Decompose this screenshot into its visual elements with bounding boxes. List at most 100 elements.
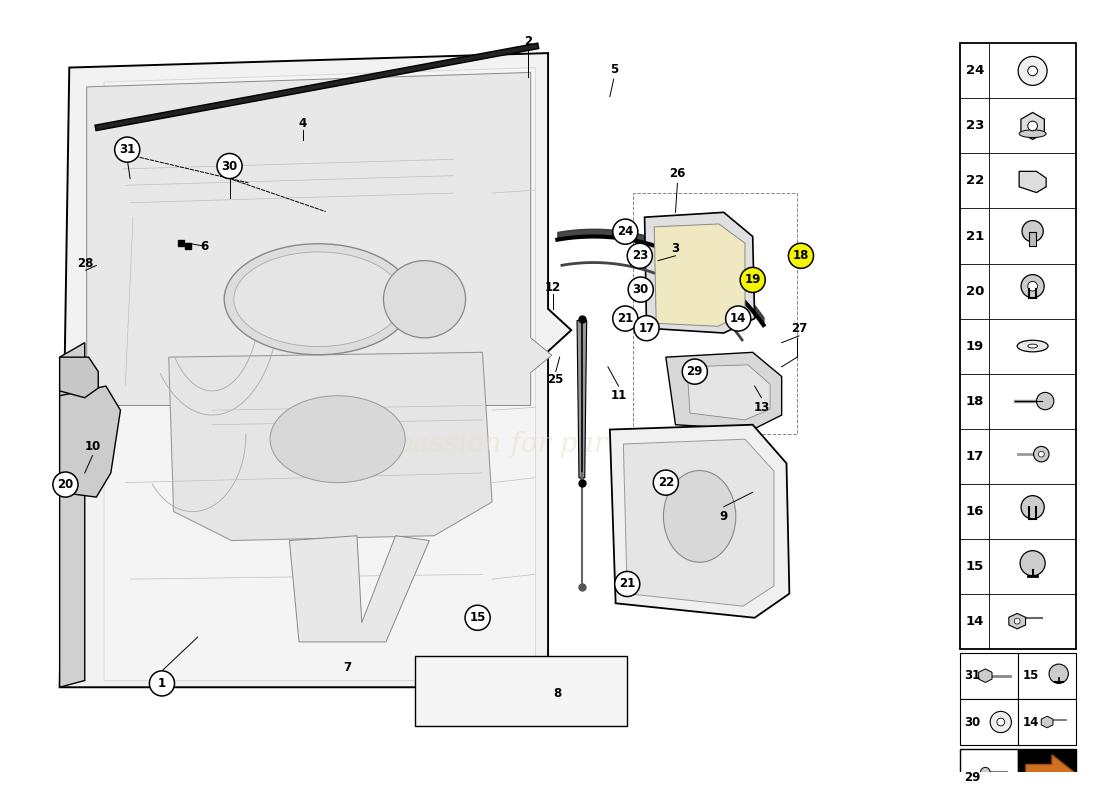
Ellipse shape	[1027, 344, 1037, 348]
Circle shape	[980, 767, 990, 777]
Polygon shape	[59, 357, 98, 398]
Circle shape	[1049, 664, 1068, 683]
Text: 4: 4	[299, 117, 307, 130]
Ellipse shape	[384, 261, 465, 338]
Circle shape	[1027, 121, 1037, 130]
Circle shape	[1014, 618, 1020, 624]
Text: 14: 14	[730, 312, 747, 325]
Circle shape	[613, 219, 638, 244]
Circle shape	[1022, 221, 1043, 242]
Polygon shape	[645, 212, 755, 333]
Circle shape	[628, 277, 653, 302]
Text: 15: 15	[470, 611, 486, 624]
Polygon shape	[654, 224, 745, 326]
Text: 22: 22	[658, 476, 674, 489]
Text: 21: 21	[966, 230, 983, 242]
Circle shape	[990, 711, 1011, 733]
Polygon shape	[624, 439, 774, 606]
Text: 21: 21	[619, 578, 636, 590]
Polygon shape	[104, 67, 536, 681]
FancyBboxPatch shape	[1028, 232, 1036, 246]
Text: 11: 11	[610, 390, 627, 402]
Ellipse shape	[234, 252, 403, 346]
Text: 17: 17	[966, 450, 983, 462]
Text: 23: 23	[966, 119, 983, 133]
Ellipse shape	[663, 470, 736, 562]
Polygon shape	[289, 536, 429, 642]
Circle shape	[1038, 451, 1044, 457]
Text: 18: 18	[793, 250, 810, 262]
Polygon shape	[59, 386, 121, 497]
Text: 30: 30	[632, 283, 649, 296]
Text: 17: 17	[638, 322, 654, 334]
Text: 10: 10	[85, 441, 100, 454]
Text: 12: 12	[544, 281, 561, 294]
Text: 25: 25	[548, 373, 564, 386]
Circle shape	[53, 472, 78, 497]
Text: 24: 24	[966, 65, 983, 78]
Text: 24: 24	[617, 225, 634, 238]
Polygon shape	[578, 321, 586, 478]
Text: 30: 30	[221, 159, 238, 173]
FancyBboxPatch shape	[1019, 699, 1076, 745]
Polygon shape	[87, 72, 552, 406]
Circle shape	[465, 606, 491, 630]
Text: 27: 27	[791, 322, 807, 334]
FancyBboxPatch shape	[1019, 749, 1076, 800]
Ellipse shape	[224, 244, 412, 354]
Circle shape	[613, 306, 638, 331]
FancyBboxPatch shape	[960, 699, 1019, 745]
Ellipse shape	[271, 396, 405, 482]
Circle shape	[1036, 392, 1054, 410]
Text: 20: 20	[966, 285, 983, 298]
Circle shape	[634, 316, 659, 341]
Circle shape	[1021, 274, 1044, 298]
FancyBboxPatch shape	[415, 656, 627, 726]
Polygon shape	[59, 342, 85, 687]
Text: 30: 30	[965, 715, 981, 729]
Text: 9: 9	[719, 510, 728, 523]
Text: 26: 26	[669, 167, 685, 180]
Circle shape	[682, 359, 707, 384]
Circle shape	[1020, 550, 1045, 576]
Text: 15: 15	[966, 560, 983, 573]
Circle shape	[789, 243, 814, 268]
Polygon shape	[1009, 614, 1025, 629]
Text: 21: 21	[617, 312, 634, 325]
Text: 31: 31	[119, 143, 135, 156]
FancyBboxPatch shape	[960, 43, 1076, 649]
Text: 23: 23	[631, 250, 648, 262]
Ellipse shape	[1018, 340, 1048, 352]
Circle shape	[217, 154, 242, 178]
Text: 16: 16	[966, 505, 983, 518]
Text: 14: 14	[1023, 715, 1038, 729]
Circle shape	[653, 470, 679, 495]
Text: 15: 15	[1023, 669, 1038, 682]
Polygon shape	[609, 425, 790, 618]
Text: 19: 19	[966, 339, 983, 353]
Polygon shape	[1021, 113, 1044, 139]
Text: 837 02: 837 02	[1021, 791, 1074, 800]
Circle shape	[726, 306, 751, 331]
Text: 22: 22	[966, 174, 983, 187]
Circle shape	[627, 243, 652, 268]
Text: 14: 14	[966, 614, 983, 628]
Text: 5: 5	[609, 63, 618, 76]
Circle shape	[1021, 496, 1044, 519]
FancyBboxPatch shape	[1019, 653, 1076, 699]
Polygon shape	[1042, 716, 1053, 728]
Circle shape	[114, 137, 140, 162]
Polygon shape	[688, 365, 770, 420]
Text: 7: 7	[343, 662, 351, 674]
Circle shape	[150, 671, 175, 696]
Circle shape	[997, 718, 1004, 726]
Text: 1: 1	[158, 677, 166, 690]
Circle shape	[615, 571, 640, 597]
FancyBboxPatch shape	[960, 749, 1019, 800]
Polygon shape	[979, 669, 992, 682]
Text: 31: 31	[965, 669, 981, 682]
Text: 29: 29	[965, 770, 981, 783]
Text: 8: 8	[553, 686, 562, 699]
Polygon shape	[1026, 755, 1074, 790]
Circle shape	[740, 267, 766, 293]
